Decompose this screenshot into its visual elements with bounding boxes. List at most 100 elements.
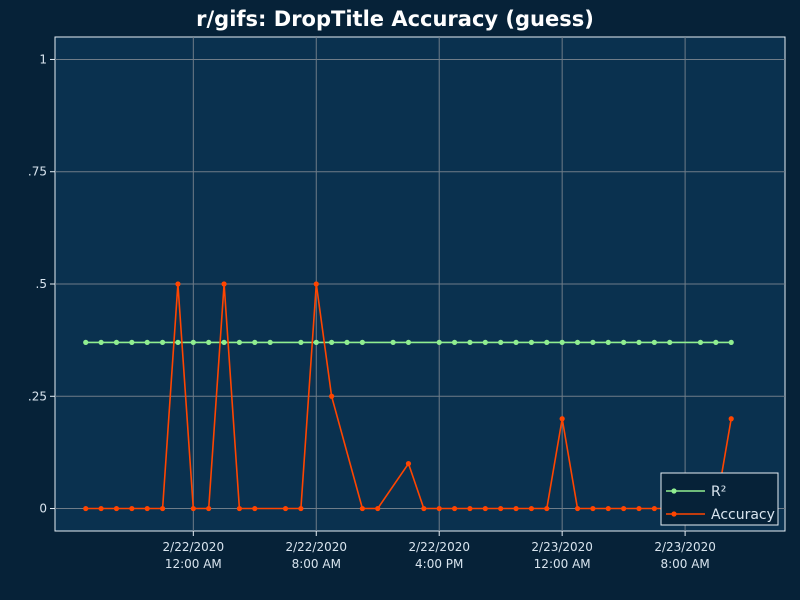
x-tick-label-time: 12:00 AM (534, 557, 591, 571)
data-point-accuracy (728, 416, 734, 422)
data-point-r-squared (697, 339, 704, 345)
data-point-accuracy (405, 461, 412, 467)
data-point-accuracy (329, 393, 335, 399)
y-tick-label: .75 (28, 165, 47, 179)
legend: R² Accuracy (660, 472, 779, 526)
data-point-r-squared (313, 339, 319, 345)
data-point-accuracy (559, 416, 565, 422)
series-r-squared (83, 339, 734, 345)
data-point-r-squared (359, 339, 365, 345)
x-tick-label-date: 2/23/2020 (654, 540, 716, 554)
data-point-r-squared (651, 339, 657, 345)
y-tick-label: .5 (36, 277, 47, 291)
data-point-accuracy (467, 505, 473, 512)
data-point-accuracy (636, 505, 642, 512)
data-point-r-squared (206, 339, 212, 345)
legend-box (660, 472, 779, 526)
data-point-r-squared (344, 339, 350, 345)
data-point-accuracy (605, 505, 611, 512)
data-point-r-squared (98, 339, 104, 345)
data-point-r-squared (221, 339, 227, 345)
data-point-r-squared (175, 339, 181, 345)
data-point-accuracy (482, 505, 488, 512)
data-point-r-squared (436, 339, 442, 345)
data-point-accuracy (83, 505, 89, 512)
data-point-r-squared (590, 339, 596, 345)
x-tick-label-date: 2/22/2020 (163, 540, 225, 554)
data-point-accuracy (436, 505, 442, 512)
data-point-accuracy (236, 505, 243, 512)
y-tick-label: 1 (39, 52, 47, 66)
data-point-r-squared (667, 339, 673, 345)
data-point-accuracy (544, 505, 550, 512)
x-tick-label-time: 4:00 PM (415, 557, 463, 571)
y-tick-label: .25 (28, 389, 47, 403)
data-point-r-squared (513, 339, 519, 345)
data-point-r-squared (405, 339, 412, 345)
data-point-accuracy (375, 505, 381, 512)
legend-label-r-squared: R² (711, 484, 726, 500)
data-point-r-squared (144, 339, 150, 345)
data-point-r-squared (636, 339, 642, 345)
data-point-r-squared (129, 339, 135, 345)
chart-title: r/gifs: DropTitle Accuracy (guess) (196, 7, 594, 31)
data-point-accuracy (282, 505, 289, 512)
data-point-r-squared (713, 339, 719, 345)
data-point-r-squared (236, 339, 243, 345)
data-point-accuracy (159, 505, 166, 512)
data-point-accuracy (98, 505, 104, 512)
data-point-accuracy (313, 281, 319, 287)
data-point-accuracy (651, 505, 657, 512)
data-point-r-squared (482, 339, 488, 345)
data-point-accuracy (252, 505, 258, 512)
data-point-r-squared (190, 339, 196, 345)
data-point-r-squared (451, 339, 458, 345)
data-point-r-squared (390, 339, 396, 345)
y-tick-label: 0 (39, 502, 47, 516)
legend-label-accuracy: Accuracy (711, 507, 775, 523)
legend-marker-r-squared (671, 488, 677, 494)
data-point-accuracy (206, 505, 212, 512)
data-point-r-squared (728, 339, 734, 345)
data-point-r-squared (252, 339, 258, 345)
data-point-r-squared (498, 339, 504, 345)
data-point-r-squared (298, 339, 304, 345)
x-tick-label-date: 2/23/2020 (531, 540, 593, 554)
x-tick-label-time: 12:00 AM (165, 557, 222, 571)
data-point-r-squared (528, 339, 535, 345)
x-tick-label-time: 8:00 AM (660, 557, 709, 571)
data-point-accuracy (513, 505, 519, 512)
data-point-r-squared (267, 339, 273, 345)
data-point-accuracy (113, 505, 120, 512)
data-point-r-squared (83, 339, 89, 345)
data-point-accuracy (528, 505, 535, 512)
data-point-accuracy (221, 281, 227, 287)
data-point-accuracy (190, 505, 196, 512)
data-point-accuracy (590, 505, 596, 512)
x-tick-label-date: 2/22/2020 (285, 540, 347, 554)
data-point-accuracy (421, 505, 427, 512)
data-point-accuracy (144, 505, 150, 512)
x-tick-label-time: 8:00 AM (292, 557, 341, 571)
legend-marker-accuracy (671, 511, 677, 517)
data-point-accuracy (451, 505, 458, 512)
data-point-accuracy (498, 505, 504, 512)
data-point-r-squared (574, 339, 581, 345)
data-point-r-squared (559, 339, 565, 345)
data-point-accuracy (129, 505, 135, 512)
data-point-r-squared (605, 339, 611, 345)
data-point-r-squared (329, 339, 335, 345)
data-point-r-squared (113, 339, 120, 345)
data-point-r-squared (159, 339, 166, 345)
data-point-r-squared (544, 339, 550, 345)
x-tick-label-date: 2/22/2020 (408, 540, 470, 554)
data-point-accuracy (175, 281, 181, 287)
axes: 0 .25 .5 .75 1 2/22/2020 12:00 AM 2/22/2020 8:00… (28, 52, 716, 571)
data-point-r-squared (467, 339, 473, 345)
data-point-accuracy (621, 505, 627, 512)
data-point-r-squared (621, 339, 627, 345)
data-point-accuracy (298, 505, 304, 512)
data-point-accuracy (359, 505, 365, 512)
data-point-accuracy (574, 505, 581, 512)
